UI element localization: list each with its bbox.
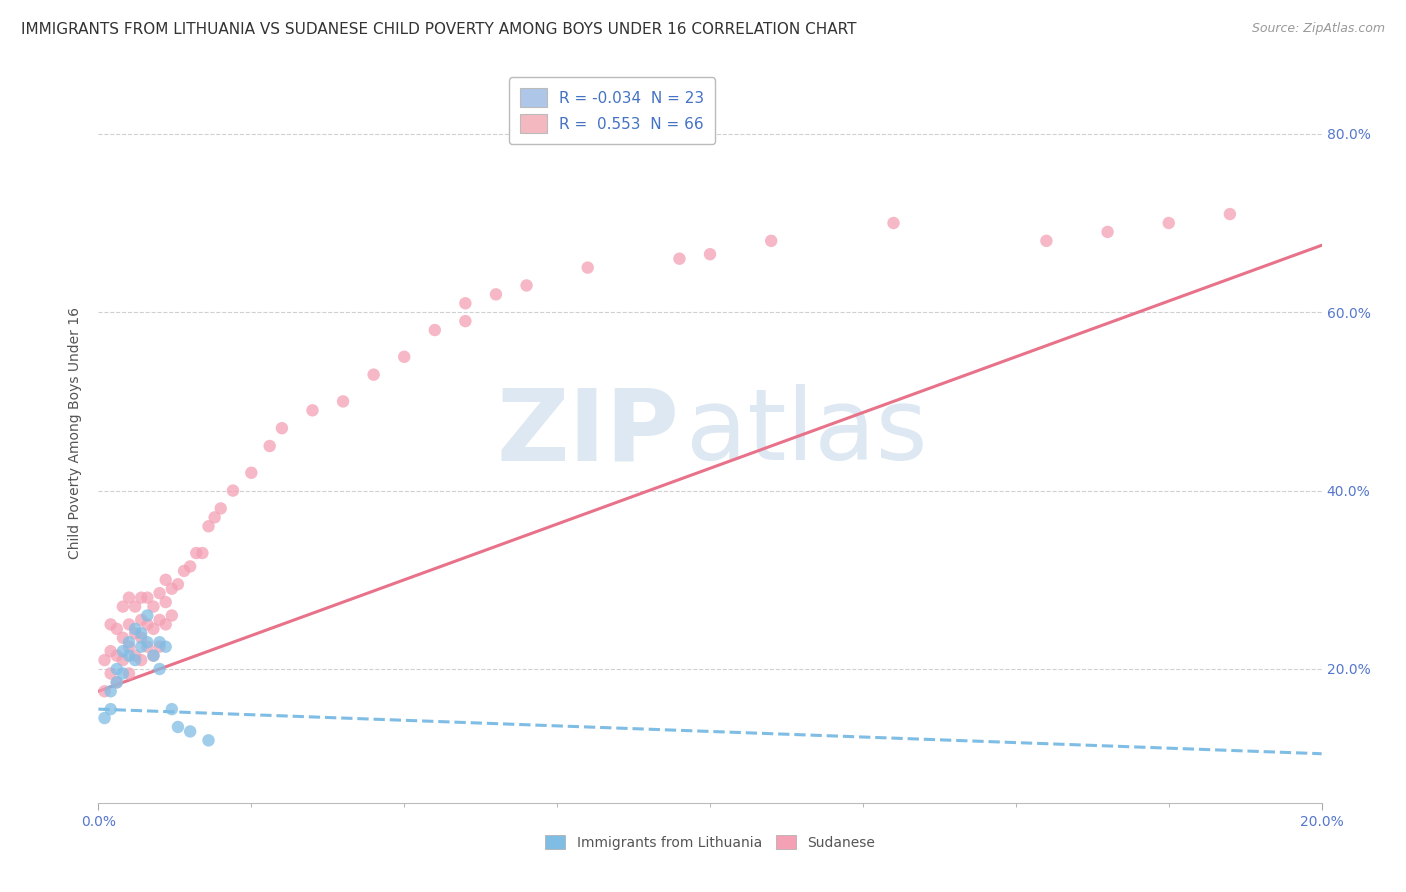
Point [105, 662, 128, 676]
Point [142, 648, 165, 663]
Point [105, 648, 128, 663]
Point [129, 613, 152, 627]
Point [100, 684, 122, 698]
Point [270, 421, 292, 435]
Point [118, 640, 141, 654]
Point [136, 635, 159, 649]
Point [118, 635, 141, 649]
Point [222, 483, 245, 498]
Point [124, 648, 146, 663]
Point [111, 653, 134, 667]
Y-axis label: Child Poverty Among Boys Under 16: Child Poverty Among Boys Under 16 [69, 307, 83, 558]
Point [129, 591, 152, 605]
Point [1219, 207, 1241, 221]
Point [149, 586, 172, 600]
Point [160, 702, 183, 716]
Point [142, 599, 165, 614]
Point [124, 599, 146, 614]
Point [197, 733, 219, 747]
Point [160, 582, 183, 596]
Point [197, 519, 219, 533]
Text: ZIP: ZIP [496, 384, 679, 481]
Point [155, 595, 177, 609]
Point [363, 368, 385, 382]
Point [129, 653, 152, 667]
Point [136, 591, 159, 605]
Point [1035, 234, 1057, 248]
Point [699, 247, 721, 261]
Point [1157, 216, 1180, 230]
Point [149, 662, 172, 676]
Point [1097, 225, 1119, 239]
Point [454, 296, 477, 310]
Point [93, 653, 115, 667]
Point [111, 599, 134, 614]
Point [118, 648, 141, 663]
Point [142, 648, 165, 663]
Point [105, 675, 128, 690]
Point [259, 439, 281, 453]
Legend: Immigrants from Lithuania, Sudanese: Immigrants from Lithuania, Sudanese [538, 830, 882, 855]
Point [111, 631, 134, 645]
Point [392, 350, 416, 364]
Point [155, 617, 177, 632]
Text: Source: ZipAtlas.com: Source: ZipAtlas.com [1251, 22, 1385, 36]
Point [111, 644, 134, 658]
Point [167, 720, 190, 734]
Point [124, 626, 146, 640]
Text: IMMIGRANTS FROM LITHUANIA VS SUDANESE CHILD POVERTY AMONG BOYS UNDER 16 CORRELAT: IMMIGRANTS FROM LITHUANIA VS SUDANESE CH… [21, 22, 856, 37]
Point [454, 314, 477, 328]
Point [167, 577, 190, 591]
Point [100, 666, 122, 681]
Point [129, 626, 152, 640]
Point [155, 640, 177, 654]
Text: atlas: atlas [686, 384, 927, 481]
Point [209, 501, 232, 516]
Point [136, 640, 159, 654]
Point [136, 617, 159, 632]
Point [100, 702, 122, 716]
Point [240, 466, 263, 480]
Point [301, 403, 323, 417]
Point [100, 644, 122, 658]
Point [186, 546, 208, 560]
Point [155, 573, 177, 587]
Point [118, 666, 141, 681]
Point [332, 394, 354, 409]
Point [111, 666, 134, 681]
Point [129, 640, 152, 654]
Point [160, 608, 183, 623]
Point [93, 684, 115, 698]
Point [142, 622, 165, 636]
Point [668, 252, 690, 266]
Point [124, 622, 146, 636]
Point [136, 608, 159, 623]
Point [105, 675, 128, 690]
Point [516, 278, 538, 293]
Point [149, 613, 172, 627]
Point [204, 510, 226, 524]
Point [93, 711, 115, 725]
Point [124, 653, 146, 667]
Point [149, 640, 172, 654]
Point [129, 631, 152, 645]
Point [423, 323, 446, 337]
Point [118, 617, 141, 632]
Point [100, 617, 122, 632]
Point [191, 546, 214, 560]
Point [179, 559, 201, 574]
Point [118, 591, 141, 605]
Point [179, 724, 201, 739]
Point [485, 287, 508, 301]
Point [149, 635, 172, 649]
Point [883, 216, 905, 230]
Point [759, 234, 782, 248]
Point [576, 260, 599, 275]
Point [173, 564, 195, 578]
Point [105, 622, 128, 636]
